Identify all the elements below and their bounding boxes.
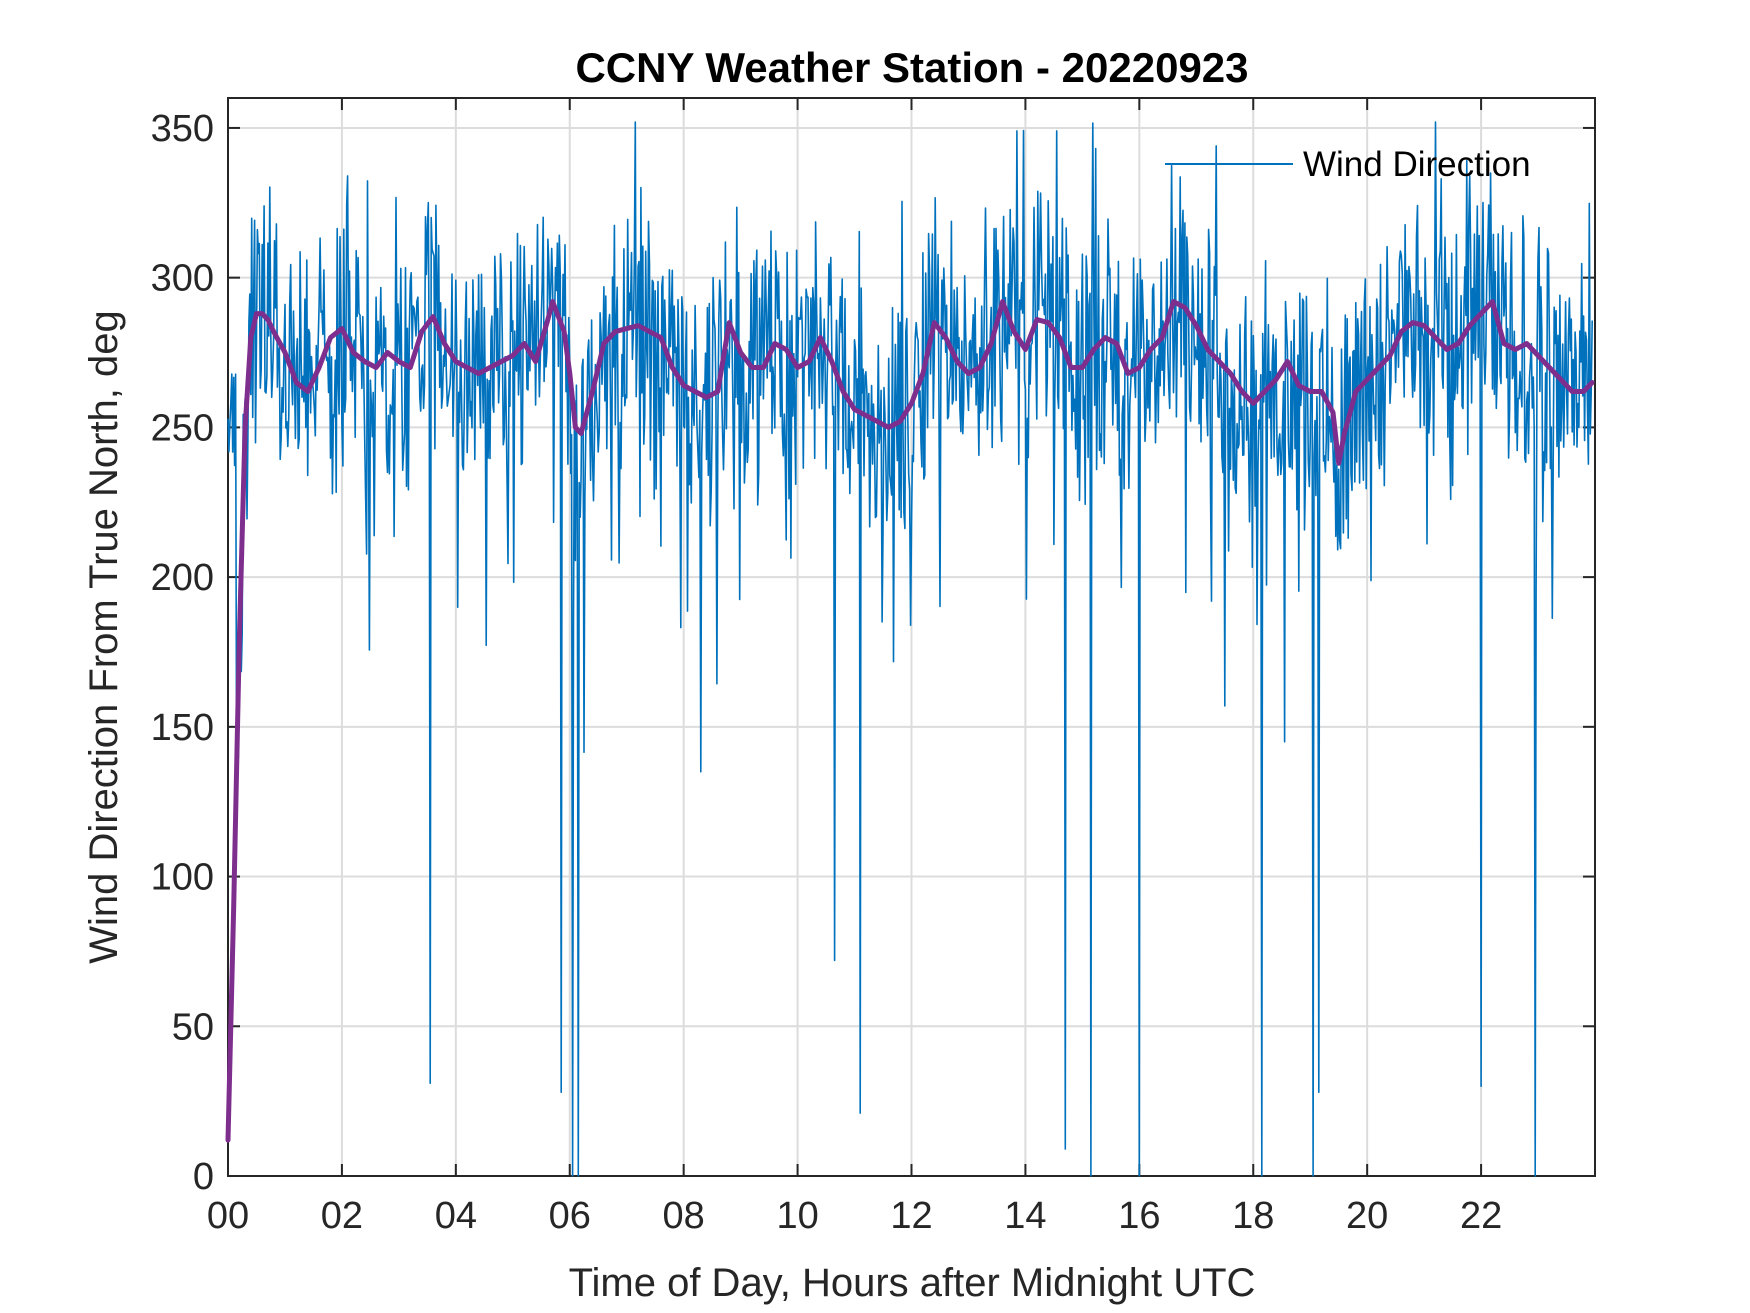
series-line-wind-direction [227, 121, 1593, 1177]
y-tick-label: 300 [151, 258, 214, 300]
x-tick-label: 06 [549, 1195, 591, 1237]
x-tick-label: 22 [1460, 1195, 1502, 1237]
x-tick-label: 10 [776, 1195, 818, 1237]
x-axis-label: Time of Day, Hours after Midnight UTC [569, 1261, 1256, 1305]
legend-label-wind-direction: Wind Direction [1303, 145, 1531, 184]
x-tick-label: 16 [1118, 1195, 1160, 1237]
x-tick-label: 12 [890, 1195, 932, 1237]
x-tick-label: 14 [1004, 1195, 1046, 1237]
axis-ticks [227, 98, 1595, 1177]
x-tick-label: 08 [663, 1195, 705, 1237]
series-line-smoothed [225, 299, 1595, 1143]
x-tick-label: 02 [321, 1195, 363, 1237]
x-tick-label: 18 [1232, 1195, 1274, 1237]
legend: Wind Direction [1165, 145, 1531, 184]
chart-title: CCNY Weather Station - 20220923 [575, 44, 1248, 91]
x-tick-label: 00 [207, 1195, 249, 1237]
y-tick-label: 150 [151, 707, 214, 749]
plot-content [225, 121, 1595, 1177]
y-tick-label: 100 [151, 857, 214, 899]
y-tick-label: 250 [151, 407, 214, 449]
x-tick-label: 20 [1346, 1195, 1388, 1237]
x-tick-labels: 00 02 04 06 08 10 12 14 16 18 20 22 [207, 1195, 1502, 1237]
y-tick-label: 200 [151, 557, 214, 599]
y-tick-label: 0 [193, 1156, 214, 1198]
y-axis-label: Wind Direction From True North, deg [82, 310, 126, 964]
y-tick-label: 350 [151, 108, 214, 150]
x-tick-label: 04 [435, 1195, 477, 1237]
y-tick-label: 50 [172, 1006, 214, 1048]
grid-lines [228, 98, 1595, 1176]
y-tick-labels: 0 50 100 150 200 250 300 350 [151, 108, 214, 1198]
